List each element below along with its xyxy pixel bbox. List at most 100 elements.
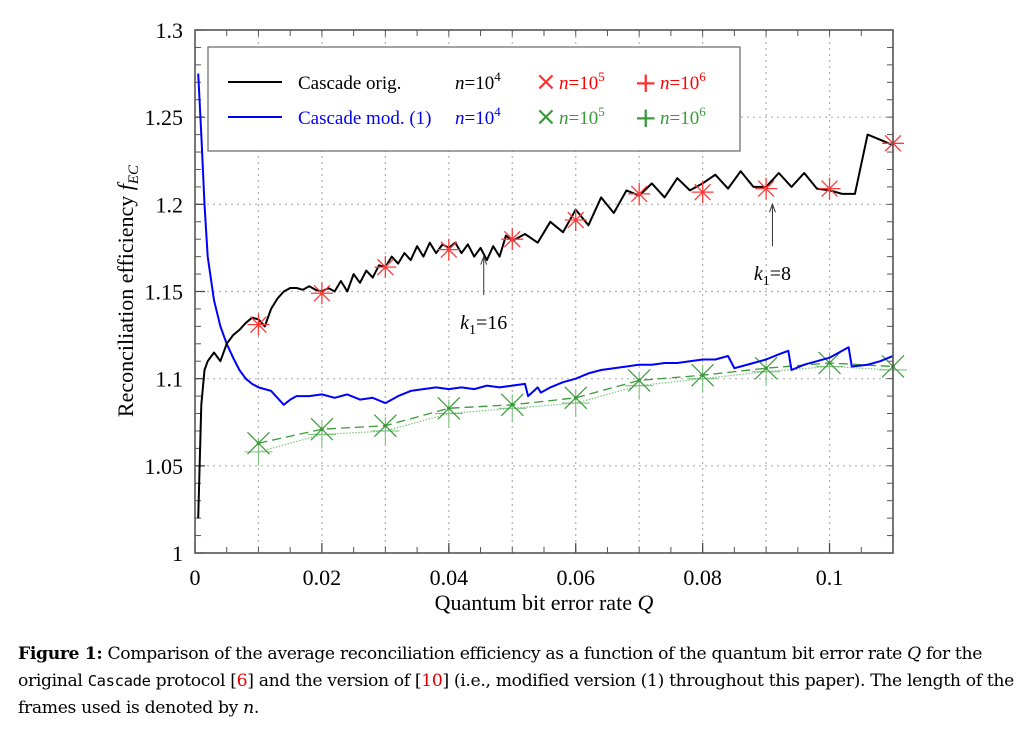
caption-code-cascade: Cascade bbox=[87, 672, 151, 690]
marker-center bbox=[447, 247, 451, 252]
marker-center bbox=[764, 366, 768, 371]
tick-labels: 0 0.02 0.04 0.06 0.08 0.1 1 1.05 1.1 1.15 1.2 1.25 1… bbox=[145, 18, 844, 590]
data-point-plus-marker bbox=[625, 371, 654, 400]
x-axis-label: Quantum bit error rate Q bbox=[435, 590, 654, 615]
marker-center bbox=[320, 291, 324, 296]
data-point-x-marker bbox=[373, 414, 397, 438]
marker-center bbox=[510, 237, 515, 241]
y-tick-label: 1.2 bbox=[156, 192, 184, 217]
data-point-orig-marker bbox=[437, 238, 460, 261]
series-line-3 bbox=[258, 362, 894, 444]
data-point-x-marker bbox=[818, 351, 841, 375]
caption-text: protocol [ bbox=[150, 671, 237, 691]
annotation-label: k1=8 bbox=[754, 263, 791, 289]
legend-n4-mod: n=104 bbox=[455, 104, 501, 129]
marker-center bbox=[573, 218, 578, 222]
data-point-plus-marker bbox=[498, 394, 527, 423]
marker-center bbox=[827, 186, 832, 191]
data-point-orig-marker bbox=[564, 209, 587, 232]
x-tick-label: 0 bbox=[190, 565, 201, 590]
data-point-orig-marker bbox=[691, 181, 714, 204]
marker-center bbox=[637, 192, 641, 196]
legend-label-orig: Cascade orig. bbox=[298, 73, 401, 94]
caption-text: ] and the version of [ bbox=[247, 671, 422, 691]
plot-frame bbox=[194, 29, 894, 554]
y-tick-label: 1.15 bbox=[145, 280, 184, 305]
data-point-orig-marker bbox=[501, 228, 524, 251]
marker-center bbox=[320, 427, 324, 432]
caption-text: for the original bbox=[18, 644, 983, 691]
data-point-x-marker bbox=[437, 396, 461, 420]
marker-center bbox=[827, 361, 832, 365]
legend-label-mod: Cascade mod. (1) bbox=[298, 108, 431, 129]
legend-n6-mod: n=106 bbox=[660, 104, 706, 129]
x-tick-label: 0.1 bbox=[816, 565, 844, 590]
data-point-x-marker bbox=[564, 386, 588, 410]
legend-plus-marker-mod: + bbox=[634, 101, 657, 134]
y-tick-label: 1 bbox=[172, 541, 183, 566]
figure-caption: Figure 1: Comparison of the average reco… bbox=[18, 641, 1018, 722]
data-point-x-marker bbox=[691, 363, 715, 387]
legend-n4-orig: n=104 bbox=[455, 69, 501, 94]
data-point-plus-marker bbox=[307, 420, 336, 449]
data-point-x-marker bbox=[247, 431, 270, 455]
legend-n6-orig: n=106 bbox=[660, 69, 706, 94]
legend-x-marker-mod: × bbox=[535, 102, 557, 132]
x-tick-label: 0.06 bbox=[556, 565, 595, 590]
data-point-x-marker bbox=[627, 368, 651, 392]
x-tick-label: 0.04 bbox=[430, 565, 469, 590]
marker-center bbox=[573, 396, 578, 400]
legend-box bbox=[207, 46, 741, 152]
marker-center bbox=[510, 403, 515, 407]
data-point-plus-marker bbox=[434, 399, 463, 428]
marker-center bbox=[256, 441, 261, 445]
marker-center bbox=[700, 190, 705, 194]
y-axis-label: Reconciliation efficiency fEC bbox=[113, 164, 142, 417]
data-point-orig-marker bbox=[755, 177, 778, 200]
annotations: k1=16 k1=8 bbox=[460, 202, 791, 338]
marker-center bbox=[637, 378, 641, 383]
data-point-orig-marker bbox=[628, 182, 651, 205]
legend: Cascade orig. n=104 × n=105 + n=106 Casc… bbox=[207, 46, 741, 152]
data-point-orig-marker bbox=[310, 282, 333, 305]
x-tick-label: 0.08 bbox=[683, 565, 722, 590]
y-tick-label: 1.1 bbox=[156, 367, 184, 392]
data-point-x-marker bbox=[310, 417, 334, 441]
y-tick-label: 1.25 bbox=[145, 105, 184, 130]
data-point-orig-marker bbox=[247, 313, 270, 336]
legend-plus-marker-orig: + bbox=[634, 66, 657, 99]
axis-ticks bbox=[194, 29, 894, 554]
legend-x-marker-orig: × bbox=[535, 67, 557, 97]
caption-text: . bbox=[253, 698, 259, 718]
marker-center bbox=[447, 406, 451, 411]
data-point-x-marker bbox=[500, 393, 524, 417]
y-tick-label: 1.3 bbox=[156, 18, 184, 43]
y-tick-label: 1.05 bbox=[145, 454, 184, 479]
data-point-plus-marker bbox=[688, 364, 717, 393]
annotation-label: k1=16 bbox=[460, 312, 507, 338]
data-point-plus-marker bbox=[752, 357, 781, 386]
x-tick-label: 0.02 bbox=[303, 565, 342, 590]
marker-center bbox=[383, 265, 388, 269]
marker-center bbox=[383, 423, 388, 428]
marker-center bbox=[256, 322, 261, 327]
data-point-plus-marker bbox=[371, 416, 400, 445]
marker-center bbox=[700, 373, 705, 377]
caption-ref-6[interactable]: 6 bbox=[236, 671, 248, 691]
annotation-arrowhead bbox=[768, 202, 776, 213]
caption-ref-10[interactable]: 10 bbox=[421, 671, 443, 691]
caption-figure-label: Figure 1: bbox=[18, 644, 103, 664]
marker-center bbox=[764, 186, 768, 191]
legend-n5-mod: n=105 bbox=[559, 104, 605, 129]
data-point-plus-marker bbox=[561, 389, 590, 418]
caption-text: ] (i.e., modified version (1) throughout… bbox=[18, 671, 1014, 718]
legend-n5-orig: n=105 bbox=[559, 69, 605, 94]
series-line-0 bbox=[197, 133, 894, 519]
data-point-orig-marker bbox=[818, 177, 841, 200]
annotation-arrowhead bbox=[480, 255, 488, 265]
data-point-orig-marker bbox=[374, 256, 397, 279]
caption-text: Comparison of the average reconciliation… bbox=[102, 644, 908, 664]
caption-math-q: Q bbox=[907, 644, 921, 664]
caption-math-n: n bbox=[243, 698, 254, 718]
series-line-1 bbox=[197, 73, 894, 406]
